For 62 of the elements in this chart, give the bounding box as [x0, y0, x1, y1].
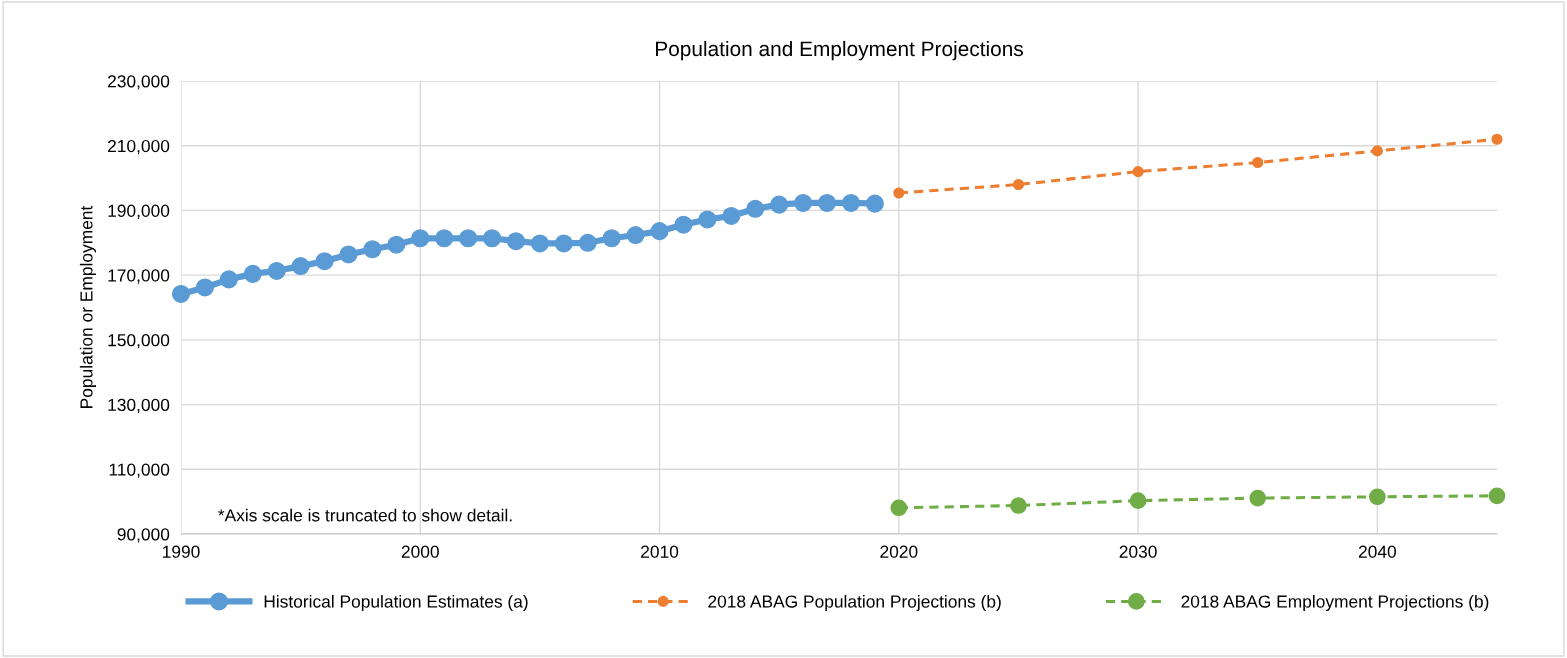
- point: [1488, 487, 1506, 505]
- y-tick-label: 110,000: [109, 463, 170, 478]
- point: [171, 284, 191, 303]
- point: [291, 257, 310, 276]
- point: [267, 261, 286, 280]
- point: [483, 229, 502, 248]
- point: [219, 270, 238, 289]
- point: [698, 210, 717, 229]
- x-tick-label: 1990: [163, 545, 200, 558]
- point: [387, 235, 406, 254]
- point: [818, 193, 837, 213]
- x-tick-label: 2020: [880, 545, 918, 558]
- point: [1491, 133, 1503, 145]
- point: [1012, 178, 1025, 191]
- point: [865, 194, 884, 213]
- point: [363, 240, 382, 259]
- point: [315, 252, 334, 271]
- point: [893, 187, 905, 199]
- x-tick-label: 2010: [641, 545, 679, 558]
- point: [1010, 497, 1027, 514]
- point: [1371, 145, 1383, 157]
- point: [722, 206, 741, 225]
- y-tick-label: 130,000: [108, 398, 170, 414]
- y-tick-label: 170,000: [108, 269, 170, 284]
- y-tick-label: 90,000: [117, 528, 170, 543]
- legend-label: Historical Population Estimates (a): [264, 594, 528, 612]
- y-tick-label: 210,000: [108, 139, 170, 155]
- point: [1369, 488, 1386, 506]
- point: [578, 233, 597, 252]
- point: [1249, 489, 1267, 507]
- point: [459, 229, 478, 248]
- point: [435, 229, 454, 248]
- annotation: *Axis scale is truncated to show detail.: [218, 508, 512, 522]
- point: [602, 229, 621, 248]
- point: [411, 229, 430, 248]
- point: [650, 222, 669, 241]
- x-tick-label: 2000: [401, 545, 439, 558]
- chart-title: Population and Employment Projections: [656, 40, 1023, 61]
- point: [1132, 166, 1144, 178]
- point: [530, 234, 549, 253]
- point: [746, 199, 765, 218]
- point: [841, 193, 860, 213]
- point: [770, 195, 789, 214]
- x-tick-label: 2030: [1119, 545, 1157, 558]
- point: [195, 278, 214, 297]
- point: [626, 225, 645, 245]
- point: [506, 232, 526, 251]
- y-axis-title: Population or Employment: [79, 205, 97, 408]
- legend-label: 2018 ABAG Population Projections (b): [708, 594, 1001, 612]
- point: [674, 215, 693, 234]
- point: [339, 245, 358, 264]
- point: [1252, 156, 1264, 169]
- y-tick-label: 150,000: [108, 334, 170, 349]
- y-tick-label: 230,000: [108, 75, 170, 90]
- legend-label: 2018 ABAG Employment Projections (b): [1181, 594, 1489, 612]
- point: [890, 499, 908, 517]
- point: [794, 193, 813, 213]
- point: [554, 234, 573, 253]
- point: [1129, 492, 1147, 510]
- point: [243, 264, 262, 283]
- x-tick-label: 2040: [1358, 545, 1396, 558]
- y-tick-label: 190,000: [108, 204, 170, 219]
